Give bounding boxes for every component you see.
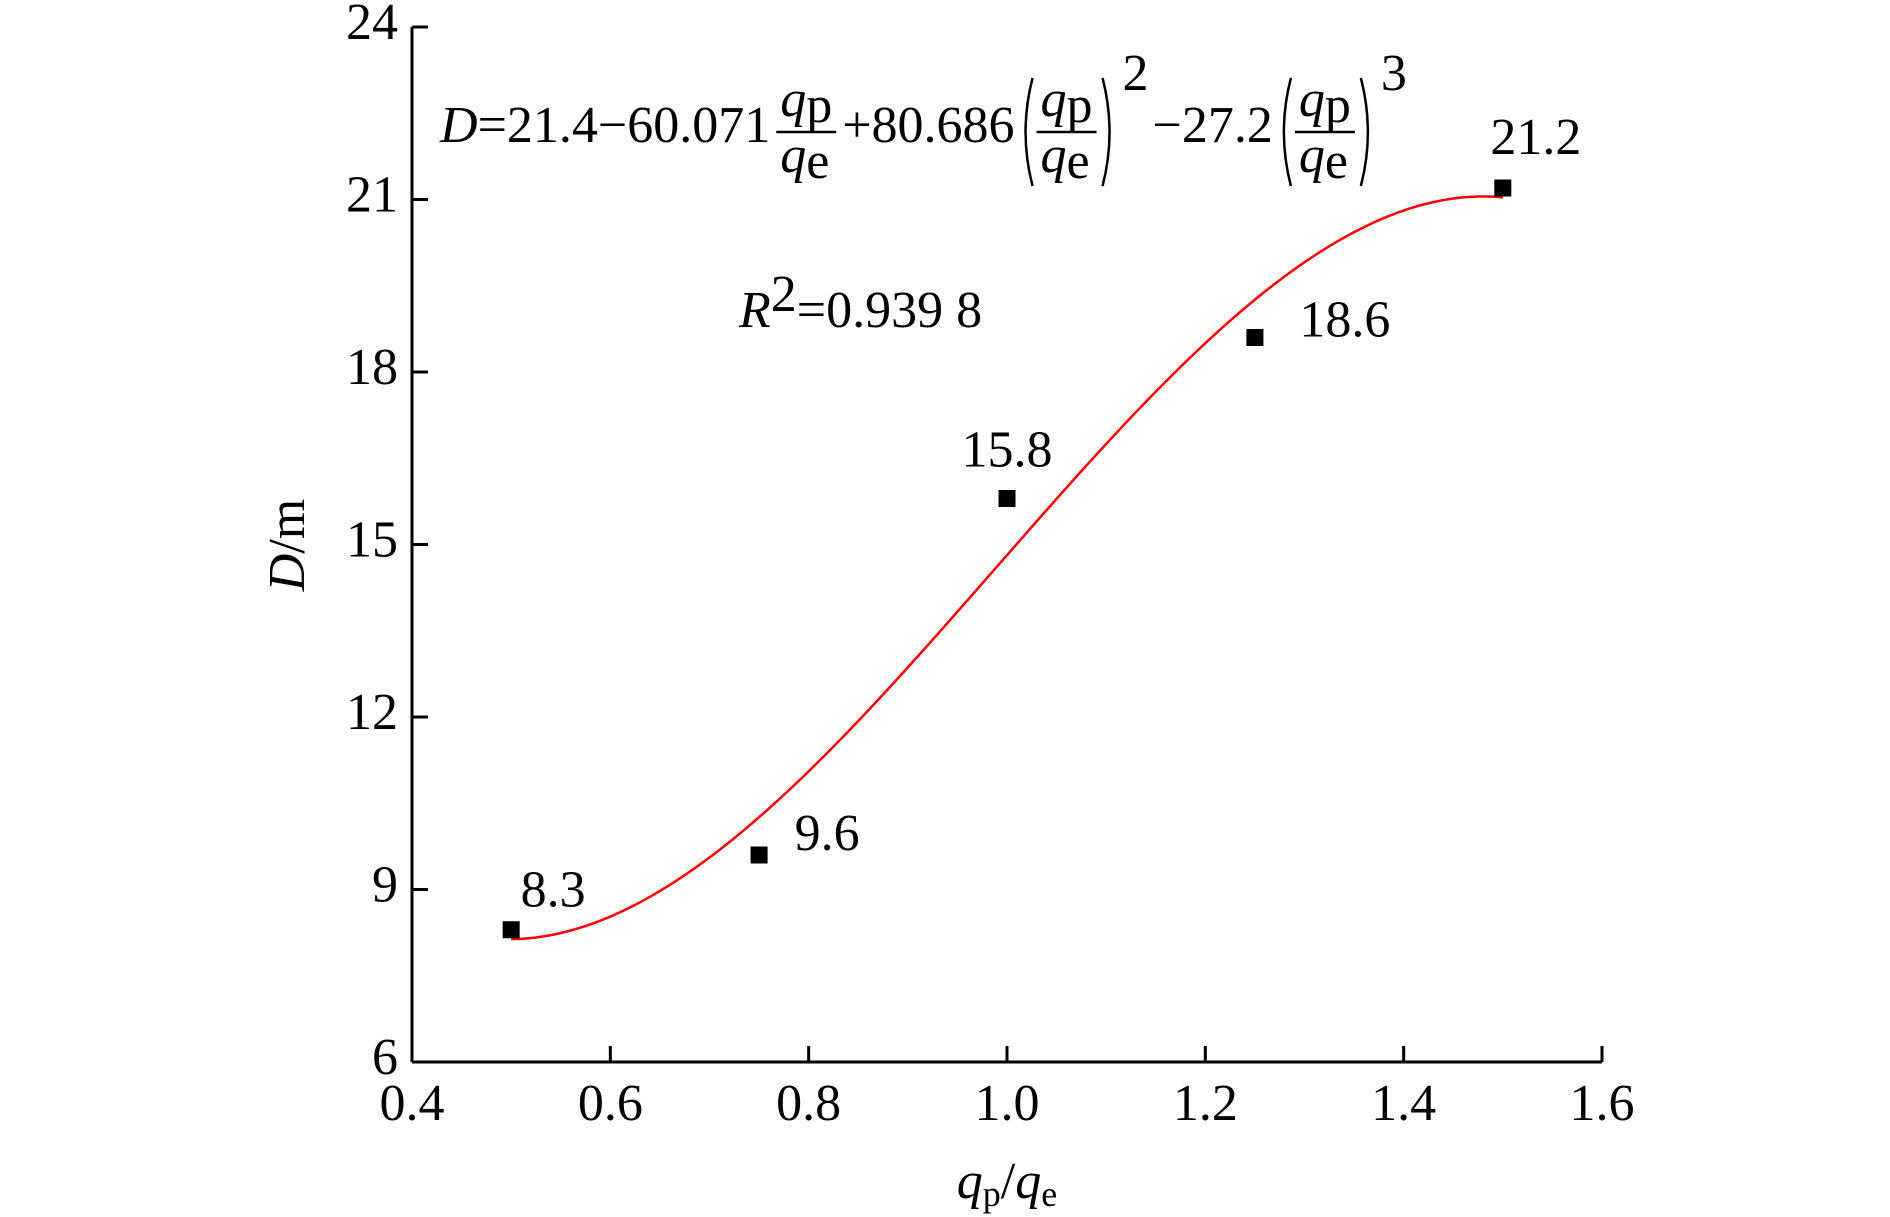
equation-text: = xyxy=(478,97,507,154)
data-label: 9.6 xyxy=(795,805,860,862)
x-tick-label: 0.8 xyxy=(776,1075,841,1132)
data-label: 8.3 xyxy=(521,862,586,919)
x-tick-label: 0.6 xyxy=(578,1075,643,1132)
equation-text: q xyxy=(1041,71,1067,128)
equation-text: 3 xyxy=(1381,45,1407,102)
equation-text: R xyxy=(738,282,771,339)
y-axis-label-part: D xyxy=(259,554,316,593)
equation-text: q xyxy=(780,71,806,128)
y-axis-label: D/m xyxy=(259,499,316,592)
parenthesis xyxy=(1359,77,1370,187)
data-point xyxy=(998,490,1016,507)
x-tick-label: 1.0 xyxy=(975,1075,1040,1132)
data-label: 15.8 xyxy=(962,421,1053,478)
fit-curve xyxy=(511,195,1503,941)
equation-text: q xyxy=(1299,71,1325,128)
equation-text: D xyxy=(439,97,478,154)
data-point xyxy=(1246,329,1264,346)
parenthesis xyxy=(1282,77,1293,187)
y-tick-label: 6 xyxy=(372,1029,398,1086)
equation-text: e xyxy=(1325,133,1348,190)
equation-text: +80.686 xyxy=(842,97,1014,154)
x-tick-label: 1.4 xyxy=(1371,1075,1436,1132)
parenthesis xyxy=(1101,77,1111,187)
equation-text: −27.2 xyxy=(1153,97,1273,154)
x-axis-label-part: q xyxy=(957,1153,983,1210)
equation-text: −60.071 xyxy=(598,97,770,154)
x-axis-label-part: e xyxy=(1041,1174,1057,1214)
equation-text: e xyxy=(1067,133,1090,190)
equation-text: 2 xyxy=(1123,45,1149,102)
data-point xyxy=(1494,179,1512,197)
data-point xyxy=(502,921,520,939)
data-label: 21.2 xyxy=(1490,109,1581,166)
equation-text: 2 xyxy=(771,266,797,323)
y-tick-label: 15 xyxy=(346,511,398,568)
equation-text: e xyxy=(806,133,829,190)
y-tick-label: 9 xyxy=(372,856,398,913)
x-axis-label: qp/qe xyxy=(957,1153,1057,1214)
equation-text: q xyxy=(780,127,806,184)
equation-text: =0.939 8 xyxy=(797,282,982,339)
x-tick-label: 1.2 xyxy=(1173,1075,1238,1132)
equation-text: 21.4 xyxy=(507,97,598,154)
parenthesis xyxy=(1024,77,1034,187)
data-label: 18.6 xyxy=(1299,291,1390,348)
x-tick-label: 1.6 xyxy=(1570,1075,1635,1132)
y-tick-label: 21 xyxy=(346,166,398,223)
y-tick-label: 18 xyxy=(346,339,398,396)
equation-text: p xyxy=(1067,77,1093,134)
equation-text: p xyxy=(806,77,832,134)
x-axis-label-part: p xyxy=(983,1174,1001,1214)
x-axis-label-part: q xyxy=(1015,1153,1041,1210)
y-axis-label-part: /m xyxy=(259,499,316,554)
equation-text: p xyxy=(1325,77,1351,134)
y-tick-label: 24 xyxy=(346,0,398,51)
equation-text: q xyxy=(1299,127,1325,184)
x-tick-label: 0.4 xyxy=(380,1075,445,1132)
x-axis-label-part: / xyxy=(1001,1153,1016,1210)
y-tick-label: 12 xyxy=(346,684,398,741)
data-point xyxy=(750,846,768,864)
equation-text: q xyxy=(1041,127,1067,184)
